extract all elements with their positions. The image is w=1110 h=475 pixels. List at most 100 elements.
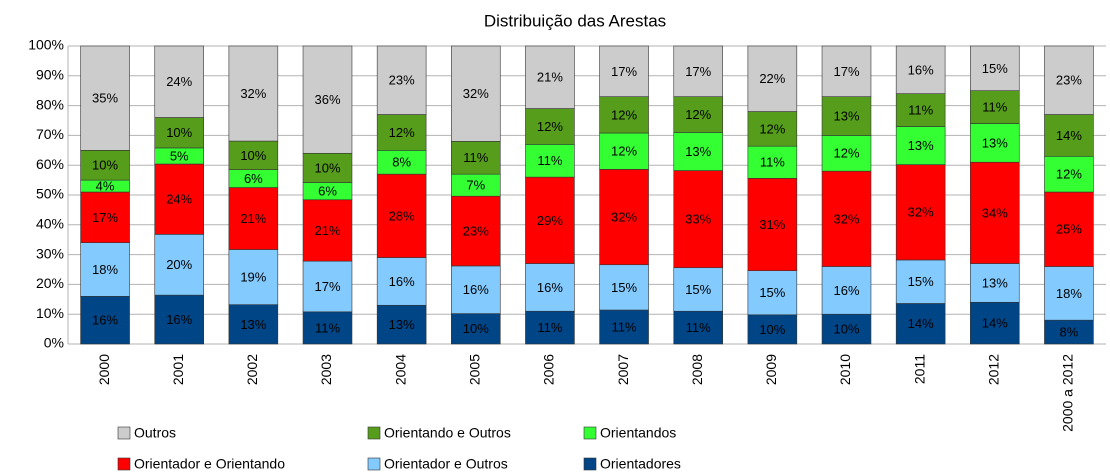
data-label: 12% xyxy=(833,146,859,161)
data-label: 13% xyxy=(389,317,415,332)
bar-segment xyxy=(747,178,798,271)
bar-segment xyxy=(525,45,575,109)
data-label: 36% xyxy=(314,92,340,107)
bar-segment xyxy=(673,170,723,269)
data-label: 32% xyxy=(240,86,266,101)
bar-segment xyxy=(599,264,649,311)
data-label: 10% xyxy=(166,125,192,140)
legend-label: Orientando e Outros xyxy=(384,425,511,441)
bar-segment xyxy=(1044,114,1094,157)
data-label: 13% xyxy=(240,317,266,332)
legend-swatch xyxy=(583,426,597,440)
data-label: 11% xyxy=(686,320,711,335)
legend-label: Orientador e Outros xyxy=(384,456,508,472)
data-label: 18% xyxy=(1056,286,1082,301)
bar-segment xyxy=(895,164,946,261)
bar-segment xyxy=(747,314,798,345)
data-label: 16% xyxy=(166,312,192,327)
bar-segment xyxy=(970,161,1020,264)
bar-segment xyxy=(895,93,946,127)
data-label: 24% xyxy=(166,74,192,89)
data-label: 12% xyxy=(537,119,563,134)
legend-swatch xyxy=(117,426,131,440)
data-label: 10% xyxy=(92,158,118,173)
bar-segment xyxy=(228,45,279,142)
data-label: 15% xyxy=(611,280,637,295)
data-label: 14% xyxy=(908,316,934,331)
data-label: 28% xyxy=(389,208,415,223)
x-tick-label: 2009 xyxy=(763,354,779,385)
data-label: 18% xyxy=(92,262,118,277)
data-label: 32% xyxy=(611,209,637,224)
x-tick-label: 2000 a 2012 xyxy=(1060,354,1076,432)
bar-segment xyxy=(525,108,575,145)
y-tick-label: 30% xyxy=(36,245,64,261)
data-label: 13% xyxy=(982,135,1008,150)
bar-segment xyxy=(970,90,1020,124)
data-label: 16% xyxy=(92,313,118,328)
bar-segment xyxy=(970,301,1020,345)
data-label: 11% xyxy=(908,103,933,118)
data-label: 17% xyxy=(92,210,118,225)
data-label: 35% xyxy=(92,91,118,106)
data-label: 23% xyxy=(1056,73,1082,88)
bar-segment xyxy=(747,111,798,147)
bar-segment xyxy=(376,45,427,115)
bar-segment xyxy=(451,265,501,314)
y-tick-label: 10% xyxy=(36,305,64,321)
data-label: 12% xyxy=(611,107,637,122)
y-tick-label: 70% xyxy=(36,126,64,142)
bar-segment xyxy=(525,176,575,264)
data-label: 13% xyxy=(833,108,859,123)
data-label: 14% xyxy=(1056,128,1082,143)
y-tick-label: 40% xyxy=(36,216,64,232)
bar-segment xyxy=(376,257,427,306)
bar-segment xyxy=(1044,155,1094,193)
legend-swatch xyxy=(117,457,131,471)
y-tick-label: 100% xyxy=(28,37,64,53)
x-tick-label: 2005 xyxy=(466,354,482,385)
data-label: 15% xyxy=(982,61,1008,76)
bar-segment xyxy=(895,303,946,345)
data-label: 17% xyxy=(833,64,859,79)
data-label: 12% xyxy=(1056,167,1082,182)
data-label: 5% xyxy=(170,148,189,163)
data-label: 6% xyxy=(244,171,263,186)
data-label: 22% xyxy=(759,71,785,86)
data-label: 24% xyxy=(166,192,192,207)
data-label: 25% xyxy=(1056,222,1082,237)
bar-segment xyxy=(895,259,946,304)
data-label: 32% xyxy=(833,211,859,226)
data-label: 11% xyxy=(760,155,785,170)
data-label: 13% xyxy=(908,138,934,153)
data-label: 10% xyxy=(314,160,340,175)
data-label: 29% xyxy=(537,213,563,228)
data-label: 12% xyxy=(759,121,785,136)
bar-segment xyxy=(895,45,946,94)
data-label: 10% xyxy=(463,321,489,336)
bar-segment xyxy=(228,249,279,305)
data-label: 11% xyxy=(612,319,637,334)
data-label: 17% xyxy=(314,279,340,294)
bar-segment xyxy=(228,140,279,170)
data-label: 33% xyxy=(685,212,711,227)
bar-segment xyxy=(525,263,575,312)
bar-segment xyxy=(599,132,649,170)
bar-segment xyxy=(302,152,353,183)
bar-segment xyxy=(747,145,798,179)
bar-segment xyxy=(451,141,501,175)
bar-segment xyxy=(376,304,427,345)
data-label: 16% xyxy=(833,283,859,298)
x-tick-label: 2006 xyxy=(541,354,557,385)
bar-segment xyxy=(673,132,723,171)
data-label: 23% xyxy=(389,73,415,88)
x-tick-label: 2003 xyxy=(318,354,334,385)
data-label: 11% xyxy=(463,150,488,165)
data-label: 15% xyxy=(759,285,785,300)
data-label: 31% xyxy=(759,217,785,232)
bar-segment xyxy=(821,96,872,136)
data-label: 8% xyxy=(1060,325,1079,340)
data-label: 6% xyxy=(318,184,337,199)
x-tick-label: 2004 xyxy=(392,354,408,385)
data-label: 8% xyxy=(392,155,411,170)
